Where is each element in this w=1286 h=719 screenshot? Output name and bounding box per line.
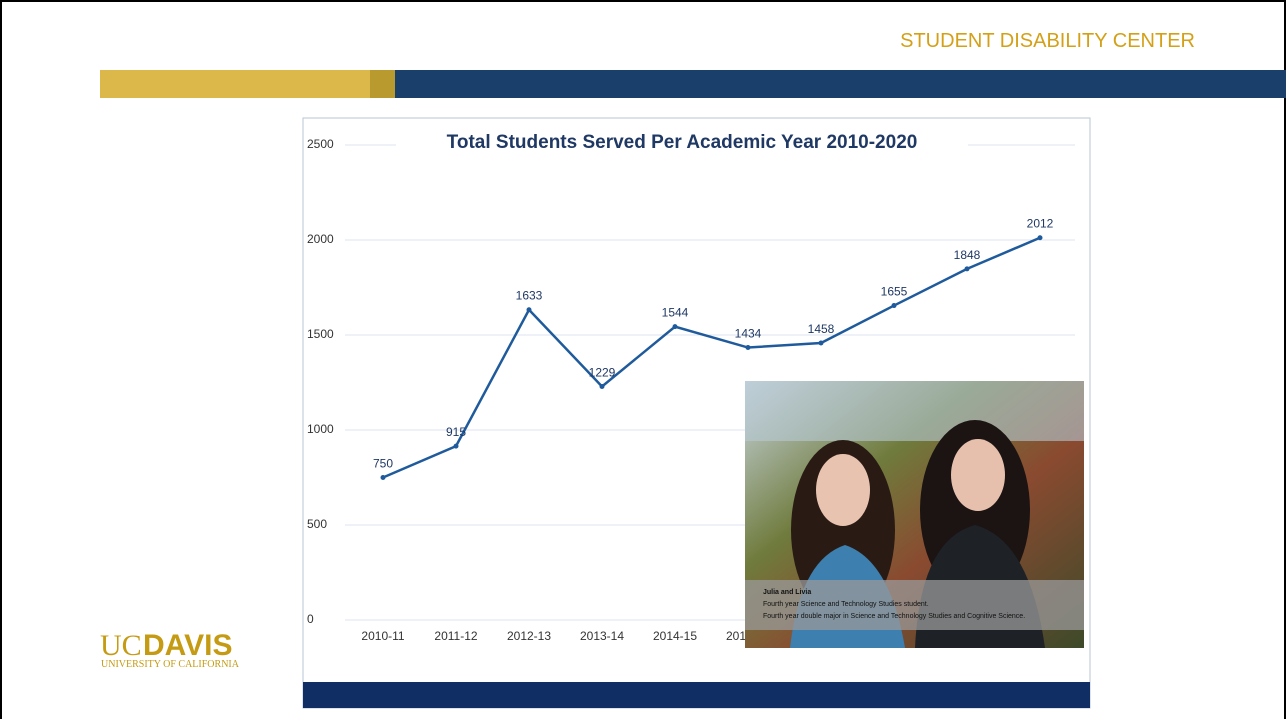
photo-caption: Fourth year Science and Technology Studi… <box>763 601 929 608</box>
accent-bar <box>100 70 370 98</box>
photo-caption: Fourth year double major in Science and … <box>763 613 1025 620</box>
page: {"header": {"title": "STUDENT DISABILITY… <box>0 0 1286 719</box>
chart-title: Total Students Served Per Academic Year … <box>447 132 918 153</box>
header-bar <box>395 70 1286 98</box>
chart-footer-bar <box>303 682 1090 708</box>
value-label: 750 <box>373 457 393 471</box>
x-tick-label: 2013-14 <box>580 629 624 643</box>
value-label: 1848 <box>954 248 981 262</box>
point <box>381 475 386 480</box>
logo-subtitle: UNIVERSITY OF CALIFORNIA <box>101 659 240 670</box>
point <box>746 345 751 350</box>
value-label: 1434 <box>735 327 762 341</box>
value-label: 1655 <box>881 285 908 299</box>
x-tick-label: 2014-15 <box>653 629 697 643</box>
point <box>527 307 532 312</box>
value-label: 1633 <box>516 289 543 303</box>
value-label: 915 <box>446 425 466 439</box>
photo-caption: Julia and Livia <box>763 589 811 596</box>
header-title: STUDENT DISABILITY CENTER <box>900 30 1195 52</box>
value-label: 1458 <box>808 322 835 336</box>
value-label: 2012 <box>1027 217 1054 231</box>
y-tick-label: 2500 <box>307 137 334 151</box>
value-label: 1229 <box>589 365 616 379</box>
point <box>454 444 459 449</box>
logo-davis: DAVIS <box>143 629 232 662</box>
y-tick-label: 1000 <box>307 422 334 436</box>
point <box>892 303 897 308</box>
point <box>819 340 824 345</box>
value-label: 1544 <box>662 306 689 320</box>
accent-bar <box>370 70 395 98</box>
point <box>673 324 678 329</box>
slide: STUDENT DISABILITY CENTER 0 500 1000 1500 20… <box>0 0 1286 719</box>
y-tick-label: 1500 <box>307 327 334 341</box>
y-tick-label: 2000 <box>307 232 334 246</box>
y-tick-label: 500 <box>307 517 327 531</box>
logo-uc: UC <box>100 629 142 662</box>
x-tick-label: 2010-11 <box>361 629 404 643</box>
y-tick-label: 0 <box>307 612 314 626</box>
point <box>965 266 970 271</box>
point <box>1038 235 1043 240</box>
x-tick-label: 2011-12 <box>434 629 477 643</box>
photo: Julia and Livia Fourth year Science and … <box>745 381 1084 648</box>
point <box>600 384 605 389</box>
x-tick-label: 2012-13 <box>507 629 551 643</box>
